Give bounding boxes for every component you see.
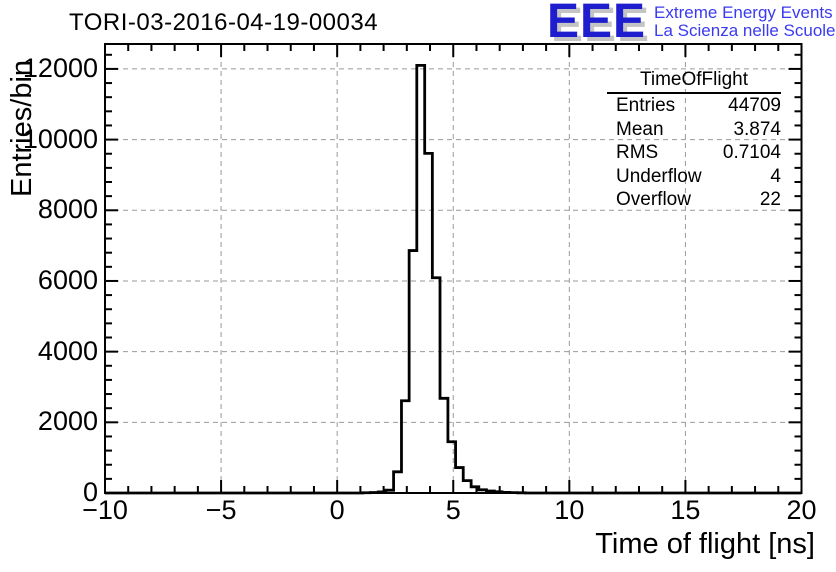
stats-row-rms: RMS 0.7104 <box>607 141 781 165</box>
x-tick-label: 20 <box>786 495 817 525</box>
stats-value: 22 <box>759 189 781 211</box>
y-tick-label: 12000 <box>22 52 98 83</box>
x-tick-label: 15 <box>670 495 701 525</box>
stats-row-entries: Entries 44709 <box>607 94 781 118</box>
eee-logo-line2: La Scienza nelle Scuole <box>654 21 836 40</box>
stats-label: Entries <box>616 95 676 116</box>
stats-box: TimeOfFlight Entries 44709 Mean 3.874 RM… <box>607 69 781 212</box>
x-tick-label: 10 <box>554 495 585 525</box>
stats-label: Overflow <box>616 189 691 211</box>
stats-value: 3.874 <box>733 118 781 140</box>
stats-label: Underflow <box>616 165 702 187</box>
stats-row-mean: Mean 3.874 <box>607 118 781 142</box>
eee-logo-line1: Extreme Energy Events <box>654 3 833 22</box>
x-tick-label: 0 <box>329 495 345 525</box>
y-tick-label: 10000 <box>22 123 98 154</box>
stats-row-underflow: Underflow 4 <box>607 165 781 189</box>
histogram-step-line <box>105 63 802 495</box>
stats-row-overflow: Overflow 22 <box>607 188 781 212</box>
x-tick-label: 5 <box>445 495 461 525</box>
stats-value: 0.7104 <box>722 142 781 164</box>
plot-frame <box>104 43 803 494</box>
x-tick-label: −10 <box>82 495 128 525</box>
stats-label: Mean <box>616 118 664 140</box>
stats-value: 4 <box>770 165 781 187</box>
stats-value: 44709 <box>728 95 781 116</box>
stats-box-title: TimeOfFlight <box>607 69 781 94</box>
y-tick-label: 2000 <box>37 406 98 437</box>
y-tick-label: 0 <box>82 477 98 507</box>
eee-logo-text: Extreme Energy Events La Scienza nelle S… <box>654 4 835 40</box>
stats-label: RMS <box>616 142 659 164</box>
eee-logo-letters-icon: EEE <box>547 0 647 48</box>
y-tick-label: 6000 <box>37 264 98 295</box>
y-tick-label: 8000 <box>37 194 98 225</box>
x-axis-title: Time of flight [ns] <box>595 528 815 560</box>
y-tick-label: 4000 <box>37 335 98 366</box>
x-tick-label: −5 <box>205 495 237 525</box>
plot-title: TORI-03-2016-04-19-00034 <box>69 9 379 36</box>
eee-logo: EEE Extreme Energy Events La Scienza nel… <box>547 0 836 48</box>
